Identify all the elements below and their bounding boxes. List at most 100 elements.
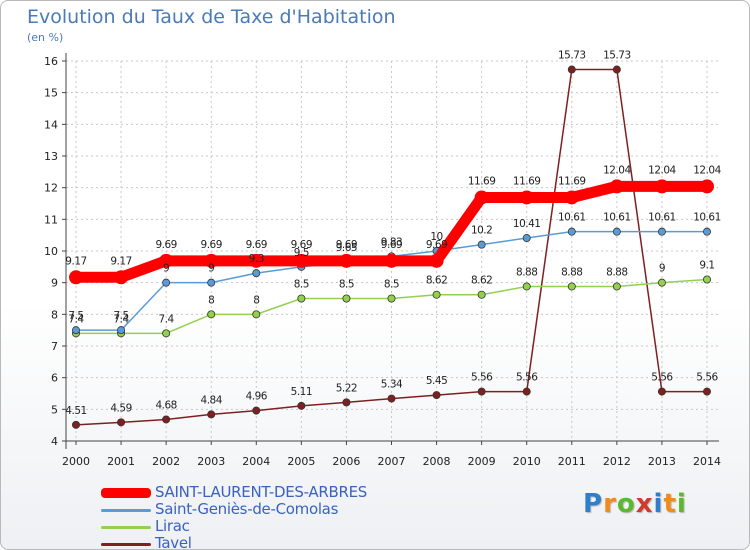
- series-2-data-label: 8.5: [294, 279, 309, 291]
- series-0-point: [654, 179, 669, 194]
- series-2-data-label: 8.88: [606, 266, 627, 278]
- series-3-data-label: 4.68: [155, 399, 176, 411]
- series-0-data-label: 9.17: [65, 255, 86, 267]
- series-0-point: [114, 270, 129, 285]
- series-2-data-label: 8.88: [516, 266, 537, 278]
- series-0-point: [69, 270, 83, 285]
- series-0-data-label: 9.17: [110, 255, 131, 267]
- y-tick-label: 16: [44, 55, 58, 68]
- legend-swatch: [101, 508, 151, 512]
- y-tick-label: 11: [44, 213, 58, 226]
- series-1-point: [612, 227, 621, 236]
- series-3-data-label: 4.51: [65, 405, 86, 417]
- series-3-point: [432, 391, 441, 400]
- series-2-data-label: 8: [208, 294, 214, 306]
- series-0-data-label: 11.69: [558, 175, 586, 187]
- y-tick-label: 4: [51, 435, 58, 448]
- series-1-point: [567, 227, 576, 236]
- logo-letter: r: [603, 489, 617, 519]
- series-1-point: [477, 240, 486, 249]
- logo-letter: P: [583, 489, 604, 519]
- series-1-data-label: 10.61: [693, 212, 721, 224]
- x-tick-label: 2003: [197, 455, 225, 468]
- series-0-point: [294, 253, 309, 268]
- x-tick-label: 2013: [648, 455, 676, 468]
- series-1-point: [703, 227, 712, 236]
- series-3-point: [387, 394, 396, 403]
- series-1-point: [207, 278, 216, 287]
- series-3-point: [703, 387, 712, 396]
- series-2-data-label: 8.5: [384, 279, 399, 291]
- legend-swatch: [101, 488, 151, 498]
- series-0-data-label: 9.69: [336, 239, 357, 251]
- series-0-point: [429, 253, 444, 268]
- logo-letter: t: [663, 489, 677, 519]
- legend-swatch: [101, 542, 151, 546]
- series-1-point: [162, 278, 171, 287]
- x-tick-label: 2012: [603, 455, 631, 468]
- series-3-point: [117, 418, 126, 427]
- series-2-data-label: 9.1: [699, 260, 714, 272]
- series-2-data-label: 9: [659, 263, 665, 275]
- chart-subtitle: (en %): [27, 31, 64, 44]
- x-tick-label: 2004: [242, 455, 270, 468]
- y-tick-label: 9: [51, 277, 58, 290]
- series-3-point: [612, 65, 621, 74]
- series-0-point: [384, 253, 399, 268]
- series-0-point: [204, 253, 219, 268]
- line-chart: 4 5 6 7 8 9 10 11 12 13 14 15 16 2000 2001 2002 2003 2004…: [44, 50, 722, 468]
- series-2-data-label: 7.4: [68, 313, 84, 325]
- series-3-data-label: 5.56: [651, 372, 673, 384]
- series-3-point: [207, 410, 216, 419]
- y-tick-label: 13: [44, 150, 58, 163]
- series-3-point: [657, 387, 666, 396]
- x-tick-label: 2007: [378, 455, 406, 468]
- series-0-point: [519, 190, 534, 205]
- series-3-data-label: 5.56: [516, 372, 538, 384]
- series-0-data-label: 9.69: [291, 239, 312, 251]
- series-2-point: [342, 294, 351, 303]
- x-tick-label: 2011: [558, 455, 586, 468]
- x-tick-label: 2000: [62, 455, 90, 468]
- legend-label: Lirac: [155, 517, 190, 535]
- series-2-point: [477, 290, 486, 299]
- series-3-point: [252, 406, 261, 415]
- series-1-data-label: 7.5: [68, 310, 83, 322]
- series-0-data-label: 12.04: [648, 164, 676, 176]
- series-1-data-label: 10.61: [603, 212, 631, 224]
- series-0-point: [159, 253, 174, 268]
- series-0-data-label: 9.69: [246, 239, 267, 251]
- series-2-data-label: 8: [253, 294, 259, 306]
- series-2-point: [567, 282, 576, 291]
- series-0-data-label: 12.04: [603, 164, 631, 176]
- series-2-point: [252, 310, 261, 319]
- proxiti-logo: Proxiti: [583, 489, 687, 519]
- series-2-point: [703, 275, 712, 284]
- series-1-data-label: 10.2: [471, 225, 492, 237]
- y-tick-label: 7: [51, 340, 58, 353]
- series-0-point: [249, 253, 264, 268]
- x-tick-label: 2010: [513, 455, 541, 468]
- series-3-data-label: 5.56: [471, 372, 493, 384]
- y-tick-label: 10: [44, 245, 58, 258]
- y-tick-label: 14: [44, 118, 58, 131]
- series-3-point: [72, 420, 81, 429]
- y-tick-label: 6: [51, 372, 58, 385]
- series-2-data-label: 8.62: [471, 275, 492, 287]
- series-3-point: [342, 398, 351, 407]
- series-1-data-label: 9: [163, 263, 169, 275]
- series-1-point: [657, 227, 666, 236]
- series-1-data-label: 9: [208, 263, 214, 275]
- series-2-data-label: 8.5: [339, 279, 354, 291]
- legend-label: Tavel: [155, 534, 192, 550]
- series-0-data-label: 9.69: [201, 239, 222, 251]
- series-1-data-label: 9.3: [249, 253, 264, 265]
- x-tick-label: 2002: [152, 455, 180, 468]
- series-2-point: [162, 329, 171, 338]
- series-0-data-label: 11.69: [468, 175, 496, 187]
- series-0-data-label: 9.69: [155, 239, 176, 251]
- series-2-data-label: 8.88: [561, 266, 582, 278]
- data-labels: 9.17 9.17 9.69 9.69 9.69 9.69 9.69 9.69 9.69 11.6…: [65, 50, 722, 417]
- y-tick-label: 12: [44, 182, 58, 195]
